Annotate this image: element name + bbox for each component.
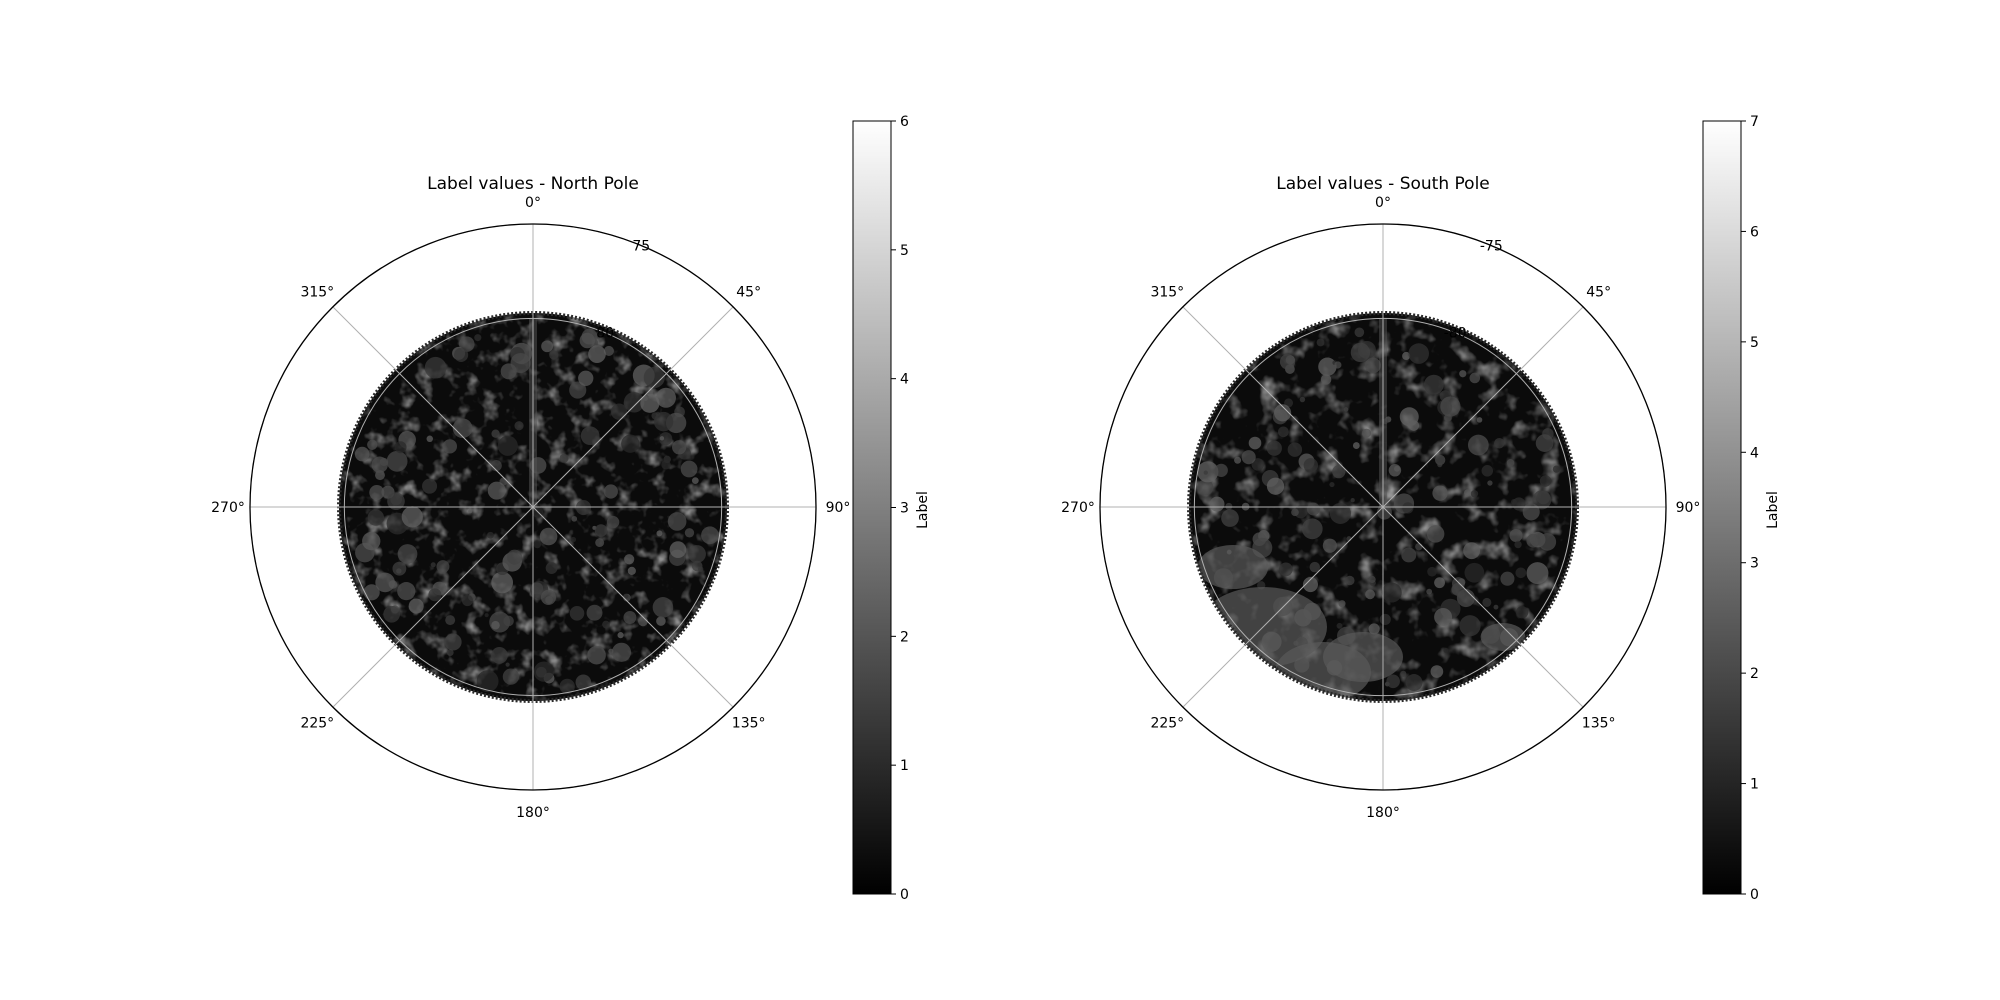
- colorbar-tick-label: 4: [900, 372, 909, 388]
- colorbar: 0 1 2 3 4 5 6 Label: [852, 114, 931, 903]
- theta-gridline: [1182, 506, 1384, 708]
- colorbar-label: Label: [1765, 491, 1781, 529]
- colorbar-tick-label: 5: [900, 243, 909, 259]
- colorbar-gradient: [1702, 120, 1742, 895]
- theta-tick-label: 90°: [826, 500, 851, 516]
- polar-axis-outline: [1099, 223, 1667, 791]
- radial-tick-labels: -75 -80: [1444, 239, 1503, 342]
- colorbar-tick-label: 6: [1750, 224, 1759, 240]
- colorbar-tick-label: 1: [1750, 777, 1759, 793]
- colorbar-tick-label: 0: [1750, 887, 1759, 903]
- theta-tick-label: 315°: [300, 284, 334, 300]
- theta-tick-label: 90°: [1676, 500, 1701, 516]
- chart-title: Label values - South Pole: [1276, 174, 1490, 194]
- theta-tick-labels: 0° 45° 90° 135° 180° 225° 270° 315°: [1061, 195, 1700, 821]
- theta-gridline: [1382, 306, 1584, 508]
- theta-gridline: [532, 506, 734, 708]
- polar-axis-outline: [249, 223, 817, 791]
- colorbar-tick-label: 2: [1750, 666, 1759, 682]
- radial-tick-label: 80: [596, 326, 614, 342]
- colorbar-tick-label: 4: [1750, 445, 1759, 461]
- colorbar-tick-label: 5: [1750, 335, 1759, 351]
- colorbar-gradient: [852, 120, 892, 895]
- radial-tick-label: -75: [1480, 239, 1503, 255]
- polar-grid: [1099, 223, 1667, 791]
- theta-gridline: [332, 306, 534, 508]
- theta-tick-label: 180°: [516, 805, 550, 821]
- colorbar-tick-label: 3: [900, 501, 909, 517]
- south-pole-panel: Label values - South Pole 0° 45° 90° 135° 18…: [1061, 114, 1781, 903]
- theta-tick-label: 135°: [732, 716, 766, 732]
- colorbar-tick-label: 7: [1750, 114, 1759, 130]
- theta-tick-label: 225°: [1150, 716, 1184, 732]
- theta-tick-label: 45°: [1586, 284, 1611, 300]
- colorbar-ticks: 0 1 2 3 4 5 6: [891, 114, 909, 903]
- theta-gridline: [332, 506, 534, 708]
- theta-tick-label: 0°: [525, 195, 541, 211]
- chart-title: Label values - North Pole: [427, 174, 639, 194]
- theta-tick-label: 270°: [1061, 500, 1095, 516]
- colorbar-label: Label: [915, 491, 931, 529]
- colorbar-ticks: 0 1 2 3 4 5 6 7: [1741, 114, 1759, 903]
- theta-tick-labels: 0° 45° 90° 135° 180° 225° 270° 315°: [211, 195, 850, 821]
- theta-tick-label: 315°: [1150, 284, 1184, 300]
- theta-tick-label: 225°: [300, 716, 334, 732]
- colorbar-tick-label: 3: [1750, 556, 1759, 572]
- radial-gridline: [343, 317, 723, 697]
- colorbar: 0 1 2 3 4 5 6 7 Label: [1702, 114, 1781, 903]
- radial-tick-labels: 75 80: [596, 239, 650, 342]
- radial-gridline: [1193, 317, 1573, 697]
- theta-gridline: [1382, 506, 1584, 708]
- theta-tick-label: 45°: [736, 284, 761, 300]
- theta-tick-label: 0°: [1375, 195, 1391, 211]
- colorbar-tick-label: 0: [900, 887, 909, 903]
- north-pole-panel: Label values - North Pole 0°45°90°135°18…: [211, 114, 931, 903]
- theta-tick-label: 135°: [1582, 716, 1616, 732]
- polar-grid: [249, 223, 817, 791]
- theta-gridline: [1182, 306, 1384, 508]
- colorbar-tick-label: 2: [900, 629, 909, 645]
- colorbar-tick-label: 1: [900, 758, 909, 774]
- radial-tick-label: -80: [1444, 326, 1467, 342]
- radial-tick-label: 75: [632, 239, 650, 255]
- theta-tick-label: 180°: [1366, 805, 1400, 821]
- theta-gridline: [532, 306, 734, 508]
- colorbar-tick-label: 6: [900, 114, 909, 130]
- theta-tick-label: 270°: [211, 500, 245, 516]
